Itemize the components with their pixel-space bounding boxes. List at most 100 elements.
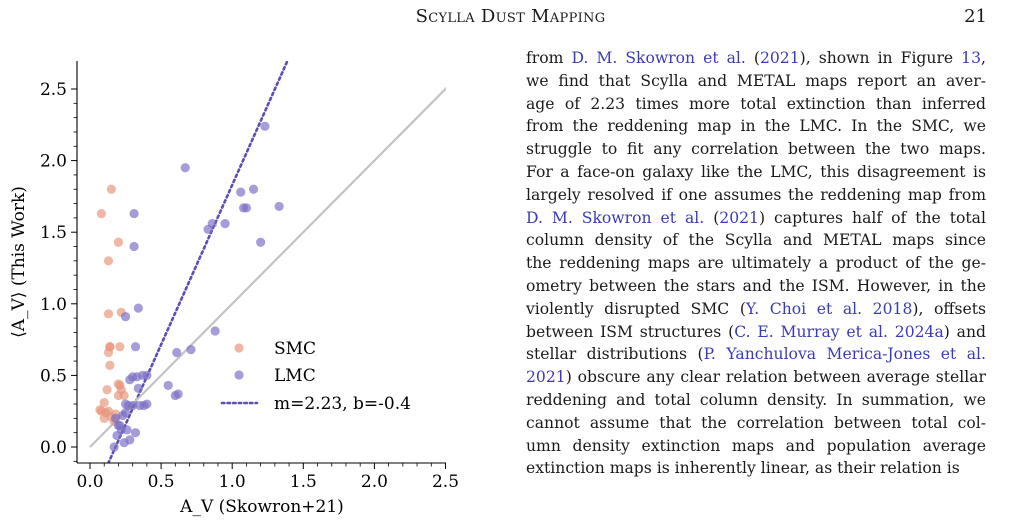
smc-point bbox=[106, 184, 116, 194]
legend-label: LMC bbox=[274, 366, 316, 386]
page-number: 21 bbox=[964, 6, 987, 27]
citation-link[interactable]: 13 bbox=[961, 49, 982, 67]
smc-point bbox=[103, 256, 114, 266]
legend-marker-smc bbox=[234, 343, 244, 353]
text-line: extinction maps is inherently linear, as… bbox=[526, 457, 986, 480]
lmc-point bbox=[120, 408, 131, 418]
text-line: stellar distributions (P. Yanchulova Mer… bbox=[526, 343, 986, 366]
text-segment: cannot assume that the correlation betwe… bbox=[526, 413, 986, 432]
lmc-point bbox=[207, 219, 217, 229]
lmc-point bbox=[130, 428, 141, 438]
text-line: largely resolved if one assumes the redd… bbox=[526, 184, 986, 207]
text-segment: ), offsets bbox=[912, 299, 986, 318]
citation-link[interactable]: Y. Choi et al. 2018 bbox=[745, 299, 913, 318]
smc-point bbox=[99, 413, 109, 423]
text-segment: ( bbox=[704, 208, 720, 227]
text-segment: from bbox=[526, 49, 572, 67]
lmc-point bbox=[210, 326, 220, 336]
lmc-point bbox=[129, 208, 139, 219]
lmc-point bbox=[220, 219, 230, 229]
x-tick-label: 2.0 bbox=[361, 472, 388, 492]
text-line: For a face-on galaxy like the LMC, this … bbox=[526, 161, 986, 184]
lmc-point bbox=[132, 372, 142, 382]
text-segment: between ISM structures ( bbox=[526, 322, 735, 341]
x-tick-label: 0.0 bbox=[76, 472, 103, 492]
citation-link[interactable]: C. E. Murray et al. 2024a bbox=[734, 322, 944, 341]
running-header-title: Scylla Dust Mapping bbox=[415, 6, 606, 27]
text-segment: ) obscure any clear relation between ave… bbox=[565, 368, 986, 387]
lmc-point bbox=[248, 184, 259, 194]
one-to-one-line bbox=[89, 86, 446, 448]
lmc-point bbox=[172, 347, 182, 358]
text-segment: ) captures half of the total bbox=[758, 208, 986, 227]
lmc-point bbox=[110, 413, 121, 423]
legend-label: m=2.23, b=-0.4 bbox=[274, 394, 411, 414]
text-segment: ), shown in Figure bbox=[799, 49, 962, 67]
lmc-point bbox=[119, 438, 129, 448]
x-tick-label: 2.5 bbox=[432, 472, 459, 492]
x-axis-label: A_V (Skowron+21) bbox=[179, 497, 344, 517]
text-line: from D. M. Skowron et al. (2021), shown … bbox=[526, 47, 986, 70]
lmc-point bbox=[236, 187, 246, 197]
text-segment: struggle to fit any correlation between … bbox=[526, 140, 986, 159]
x-tick-label: 1.5 bbox=[290, 472, 317, 492]
x-tick-label: 0.5 bbox=[148, 472, 175, 492]
citation-link[interactable]: 2021 bbox=[759, 49, 800, 67]
citation-link[interactable]: 2021 bbox=[526, 368, 566, 387]
lmc-point bbox=[260, 121, 270, 131]
text-segment: ) and bbox=[943, 322, 986, 341]
y-axis-label: ⟨A_V⟩ (This Work) bbox=[9, 186, 29, 338]
smc-point bbox=[113, 237, 124, 247]
fit-line bbox=[106, 61, 289, 463]
text-line: ometry between the stars and the ISM. Ho… bbox=[526, 275, 986, 298]
text-segment: For a face-on galaxy like the LMC, this … bbox=[526, 162, 986, 181]
lmc-point bbox=[112, 430, 122, 441]
lmc-point bbox=[133, 303, 143, 313]
smc-point bbox=[115, 342, 125, 352]
text-line: struggle to fit any correlation between … bbox=[526, 138, 986, 161]
text-segment: ( bbox=[745, 49, 760, 67]
smc-point bbox=[113, 390, 124, 401]
text-segment: violently disrupted SMC ( bbox=[526, 299, 746, 318]
y-tick-label: 2.0 bbox=[40, 152, 67, 172]
lmc-point bbox=[133, 383, 143, 393]
lmc-point bbox=[120, 312, 131, 322]
text-segment: largely resolved if one assumes the redd… bbox=[526, 185, 986, 204]
text-segment: ometry between the stars and the ISM. Ho… bbox=[526, 276, 986, 295]
smc-point bbox=[103, 406, 114, 416]
text-segment: from the reddening map in the LMC. In th… bbox=[526, 117, 986, 136]
citation-link[interactable]: D. M. Skowron et al. bbox=[571, 49, 746, 67]
lmc-point bbox=[142, 399, 152, 409]
smc-point bbox=[102, 385, 112, 395]
smc-point bbox=[96, 208, 106, 219]
scatter-figure: 0.0 0.5 1.0 1.5 2.0 2.5 0.0 0.5 1.0 1.5 2.0 2.5 A_V … bbox=[9, 61, 459, 517]
lmc-point bbox=[142, 370, 152, 380]
smc-point bbox=[103, 347, 114, 358]
citation-link[interactable]: P. Yanchulova Merica-Jones et al. bbox=[703, 345, 986, 364]
smc-point bbox=[103, 309, 114, 319]
text-segment: the reddening maps are ultimately a prod… bbox=[526, 254, 986, 273]
citation-link[interactable]: 2021 bbox=[719, 208, 759, 227]
legend-label: SMC bbox=[274, 339, 316, 359]
lmc-point bbox=[130, 342, 141, 352]
text-line: we find that Scylla and METAL maps repor… bbox=[526, 70, 986, 93]
body-text: from D. M. Skowron et al. (2021), shown … bbox=[526, 47, 986, 480]
text-segment: age of 2.23 times more total extinction … bbox=[526, 94, 986, 113]
text-line: column density of the Scylla and METAL m… bbox=[526, 229, 986, 252]
text-segment: , bbox=[981, 49, 986, 67]
text-line: cannot assume that the correlation betwe… bbox=[526, 412, 986, 435]
x-tick-label: 1.0 bbox=[219, 472, 246, 492]
lmc-point bbox=[125, 375, 135, 385]
lmc-point bbox=[186, 345, 196, 355]
text-segment: we find that Scylla and METAL maps repor… bbox=[526, 71, 986, 90]
text-segment: column density of the Scylla and METAL m… bbox=[526, 231, 986, 250]
text-line: reddening and total column density. In s… bbox=[526, 389, 986, 412]
citation-link[interactable]: D. M. Skowron et al. bbox=[526, 208, 705, 227]
text-segment: stellar distributions ( bbox=[526, 345, 704, 364]
text-line: umn density extinction maps and populati… bbox=[526, 435, 986, 458]
text-segment: reddening and total column density. In s… bbox=[526, 390, 986, 409]
y-tick-label: 1.0 bbox=[40, 295, 67, 315]
smc-point bbox=[99, 398, 109, 408]
lmc-point bbox=[128, 400, 138, 411]
y-tick-label: 1.5 bbox=[40, 223, 67, 243]
